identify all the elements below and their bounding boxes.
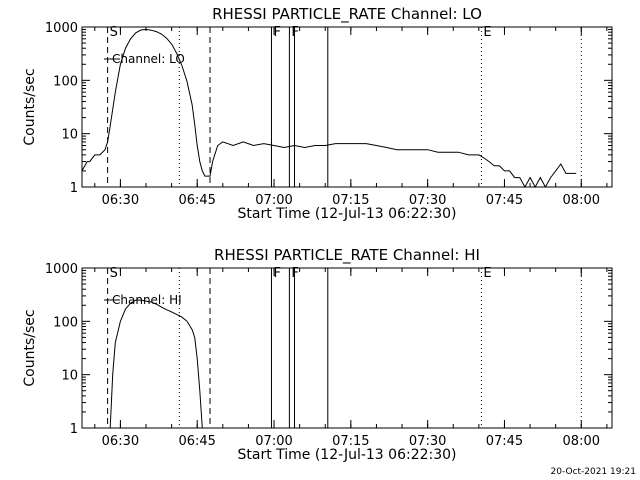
panel-2-legend-label: Channel: HI bbox=[112, 293, 182, 307]
panel-1-x-tick-label: 06:30 bbox=[102, 193, 139, 208]
panel-2-y-tick-label: 100 bbox=[53, 315, 78, 330]
panel-1-x-tick-label: 07:15 bbox=[332, 193, 369, 208]
panel-2-marker-label: F bbox=[273, 266, 280, 281]
panel-1-marker-label: F bbox=[291, 25, 298, 40]
panel-2-x-axis-label: Start Time (12-Jul-13 06:22:30) bbox=[237, 447, 456, 463]
panel-2-marker-label: E bbox=[483, 266, 491, 281]
panel-2-y-tick-label: 1000 bbox=[45, 262, 78, 277]
panel-1-marker-label: E bbox=[483, 25, 491, 40]
panel-1-x-tick-label: 08:00 bbox=[563, 193, 600, 208]
panel-2-chart-title: RHESSI PARTICLE_RATE Channel: HI bbox=[214, 246, 480, 265]
panel-1-y-axis-label: Counts/sec bbox=[22, 68, 38, 145]
panel-1-marker-label: S bbox=[110, 25, 118, 40]
footer-timestamp: 20-Oct-2021 19:21 bbox=[551, 467, 636, 477]
panel-1-x-tick-label: 07:45 bbox=[486, 193, 523, 208]
panel-2-marker-label: S bbox=[110, 266, 118, 281]
panel-2-x-tick-label: 07:00 bbox=[255, 434, 292, 449]
panel-2-x-tick-label: 07:15 bbox=[332, 434, 369, 449]
panel-1-x-axis-label: Start Time (12-Jul-13 06:22:30) bbox=[237, 206, 456, 222]
panel-1-chart-title: RHESSI PARTICLE_RATE Channel: LO bbox=[212, 5, 482, 24]
panel-2-x-tick-label: 07:45 bbox=[486, 434, 523, 449]
panel-1-legend-label: Channel: LO bbox=[112, 52, 185, 66]
panel-2-x-tick-label: 06:30 bbox=[102, 434, 139, 449]
panel-2-series-line-1 bbox=[109, 299, 203, 429]
panel-1-y-tick-label: 100 bbox=[53, 74, 78, 89]
panel-2-y-tick-label: 1 bbox=[70, 422, 78, 437]
panel-1-x-tick-label: 06:45 bbox=[178, 193, 215, 208]
panel-2-y-axis-label: Counts/sec bbox=[22, 309, 38, 386]
panel-1-marker-label: F bbox=[273, 25, 280, 40]
panel-1-series-line-1 bbox=[81, 28, 577, 189]
panel-1-x-tick-label: 07:30 bbox=[409, 193, 446, 208]
panel-2-x-tick-label: 08:00 bbox=[563, 434, 600, 449]
panel-1-plot-frame bbox=[81, 26, 613, 188]
panel-1-x-tick-label: 07:00 bbox=[255, 193, 292, 208]
panel-1-y-tick-label: 10 bbox=[61, 128, 78, 143]
panel-2-y-tick-label: 10 bbox=[61, 369, 78, 384]
panel-2-x-tick-label: 07:30 bbox=[409, 434, 446, 449]
panel-1-y-tick-label: 1 bbox=[70, 181, 78, 196]
panel-2-marker-label: F bbox=[291, 266, 298, 281]
panel-2-plot-frame bbox=[81, 267, 613, 429]
panel-1-y-tick-label: 1000 bbox=[45, 21, 78, 36]
panel-2-x-tick-label: 06:45 bbox=[178, 434, 215, 449]
